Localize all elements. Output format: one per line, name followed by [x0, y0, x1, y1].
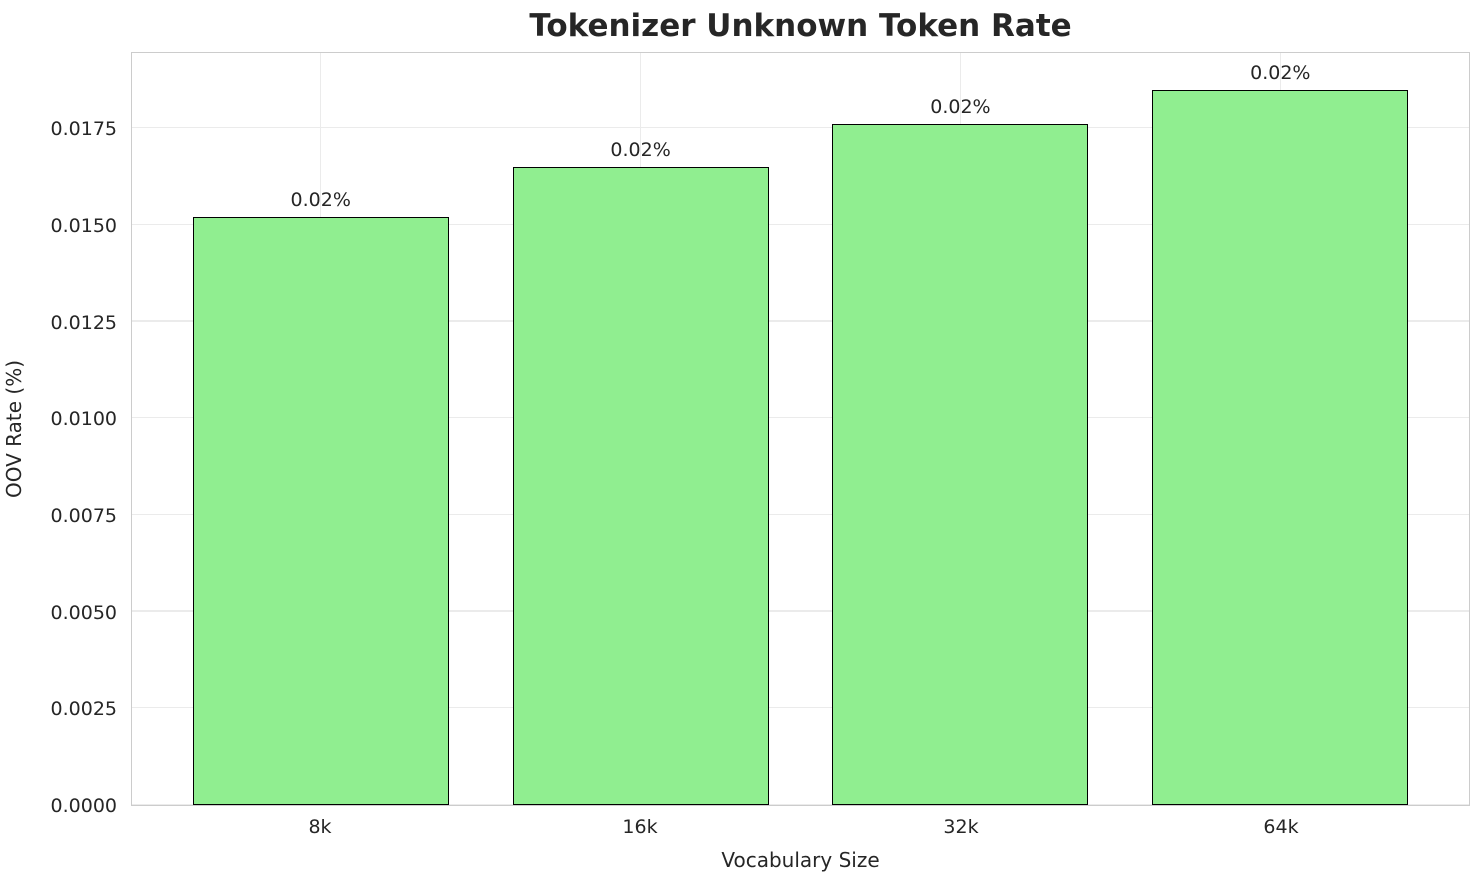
gridline-horizontal [132, 126, 1469, 129]
y-tick-label: 0.0100 [50, 408, 117, 430]
chart-title: Tokenizer Unknown Token Rate [529, 8, 1072, 44]
gridline-horizontal [132, 223, 1469, 225]
y-tick-label: 0.0125 [50, 312, 117, 334]
x-tick-label-8k: 8k [308, 816, 332, 838]
x-axis-label: Vocabulary Size [721, 848, 880, 872]
gridline-horizontal [132, 803, 1469, 805]
y-tick-label: 0.0175 [50, 118, 117, 140]
bar-value-label: 0.02% [610, 139, 671, 161]
gridline-horizontal [132, 706, 1469, 709]
bar-8k [192, 217, 449, 805]
y-tick-label: 0.0000 [50, 795, 117, 817]
y-tick-label: 0.0025 [50, 698, 117, 720]
bar-16k [512, 167, 769, 805]
x-tick-label-32k: 32k [943, 816, 979, 838]
bar-32k [832, 124, 1089, 805]
plot-area: 0.02% 0.02% 0.02% 0.02% [131, 52, 1470, 806]
y-tick-label: 0.0150 [50, 215, 117, 237]
y-tick-label: 0.0050 [50, 602, 117, 624]
x-tick-label-64k: 64k [1263, 816, 1299, 838]
bar-value-label: 0.02% [930, 96, 991, 118]
gridline-horizontal [132, 610, 1469, 612]
bar-value-label: 0.02% [290, 189, 351, 211]
x-tick-label-16k: 16k [622, 816, 658, 838]
y-tick-label: 0.0075 [50, 505, 117, 527]
bar-64k [1152, 89, 1409, 805]
bar-value-label: 0.02% [1250, 62, 1311, 84]
gridline-horizontal [132, 513, 1469, 515]
gridline-horizontal [132, 320, 1469, 322]
gridline-horizontal [132, 416, 1469, 419]
